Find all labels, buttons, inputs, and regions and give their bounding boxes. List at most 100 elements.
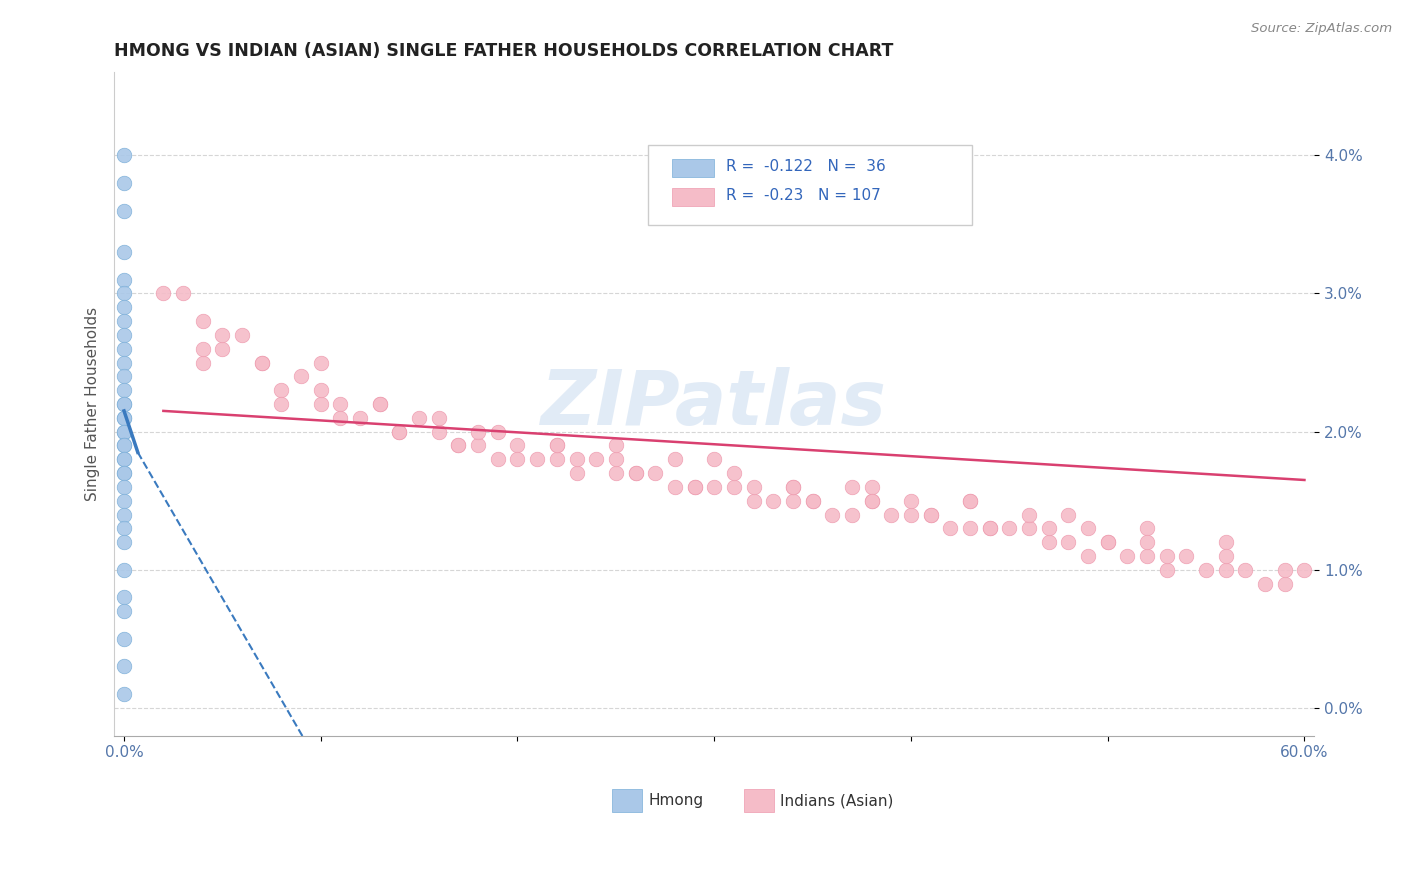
Point: [211, 327, 233, 342]
Point: [270, 397, 292, 411]
Point: [112, 369, 135, 384]
Point: [112, 245, 135, 260]
Point: [408, 410, 430, 425]
Point: [1175, 549, 1198, 563]
Point: [546, 438, 568, 452]
Point: [1057, 535, 1080, 549]
Point: [506, 452, 529, 467]
Point: [486, 425, 509, 439]
Point: [920, 508, 942, 522]
Point: [112, 410, 135, 425]
Point: [112, 521, 135, 535]
Point: [112, 632, 135, 646]
Point: [309, 383, 332, 397]
Point: [486, 452, 509, 467]
Point: [309, 397, 332, 411]
Point: [664, 452, 686, 467]
Point: [1097, 535, 1119, 549]
Point: [1097, 535, 1119, 549]
Point: [1077, 521, 1099, 535]
Text: Indians (Asian): Indians (Asian): [780, 793, 894, 808]
Point: [349, 410, 371, 425]
Point: [683, 480, 706, 494]
Point: [546, 452, 568, 467]
Point: [624, 466, 647, 480]
Point: [388, 425, 411, 439]
Point: [112, 397, 135, 411]
Point: [388, 425, 411, 439]
Point: [939, 521, 962, 535]
Point: [290, 369, 312, 384]
Point: [112, 383, 135, 397]
Point: [231, 327, 253, 342]
Point: [703, 452, 725, 467]
Point: [723, 480, 745, 494]
Point: [605, 452, 627, 467]
Point: [841, 480, 863, 494]
Point: [742, 493, 765, 508]
Point: [998, 521, 1021, 535]
Point: [191, 342, 214, 356]
Point: [979, 521, 1001, 535]
Point: [1274, 576, 1296, 591]
Point: [112, 452, 135, 467]
Point: [1215, 549, 1237, 563]
Point: [112, 176, 135, 190]
Point: [112, 535, 135, 549]
Point: [742, 480, 765, 494]
Text: R =  -0.122   N =  36: R = -0.122 N = 36: [727, 159, 886, 174]
Point: [1274, 563, 1296, 577]
Point: [112, 355, 135, 369]
Point: [801, 493, 824, 508]
Point: [112, 452, 135, 467]
Point: [1077, 549, 1099, 563]
Point: [112, 508, 135, 522]
Text: HMONG VS INDIAN (ASIAN) SINGLE FATHER HOUSEHOLDS CORRELATION CHART: HMONG VS INDIAN (ASIAN) SINGLE FATHER HO…: [114, 42, 894, 60]
Point: [467, 438, 489, 452]
Point: [112, 604, 135, 618]
Point: [1294, 563, 1316, 577]
Point: [762, 493, 785, 508]
Point: [782, 480, 804, 494]
Point: [112, 563, 135, 577]
Point: [112, 591, 135, 605]
Point: [112, 300, 135, 314]
Point: [782, 493, 804, 508]
Text: Source: ZipAtlas.com: Source: ZipAtlas.com: [1251, 22, 1392, 36]
Point: [309, 355, 332, 369]
Point: [112, 687, 135, 701]
Point: [112, 286, 135, 301]
Point: [250, 355, 273, 369]
Point: [112, 466, 135, 480]
Point: [1234, 563, 1257, 577]
Point: [821, 508, 844, 522]
Point: [801, 493, 824, 508]
Point: [112, 397, 135, 411]
Point: [112, 342, 135, 356]
Point: [1057, 508, 1080, 522]
Point: [624, 466, 647, 480]
Point: [1116, 549, 1139, 563]
Point: [1136, 521, 1159, 535]
Point: [211, 342, 233, 356]
FancyBboxPatch shape: [744, 789, 775, 812]
Point: [1254, 576, 1277, 591]
Point: [112, 493, 135, 508]
Point: [526, 452, 548, 467]
FancyBboxPatch shape: [672, 188, 714, 206]
Point: [1195, 563, 1218, 577]
Point: [1215, 563, 1237, 577]
FancyBboxPatch shape: [648, 145, 973, 225]
Text: R =  -0.23   N = 107: R = -0.23 N = 107: [727, 188, 882, 203]
Point: [860, 493, 883, 508]
Point: [841, 508, 863, 522]
Point: [329, 397, 352, 411]
Point: [427, 425, 450, 439]
Point: [1156, 549, 1178, 563]
Point: [152, 286, 174, 301]
Point: [585, 452, 607, 467]
Point: [1038, 521, 1060, 535]
Point: [112, 480, 135, 494]
Point: [467, 425, 489, 439]
Point: [250, 355, 273, 369]
